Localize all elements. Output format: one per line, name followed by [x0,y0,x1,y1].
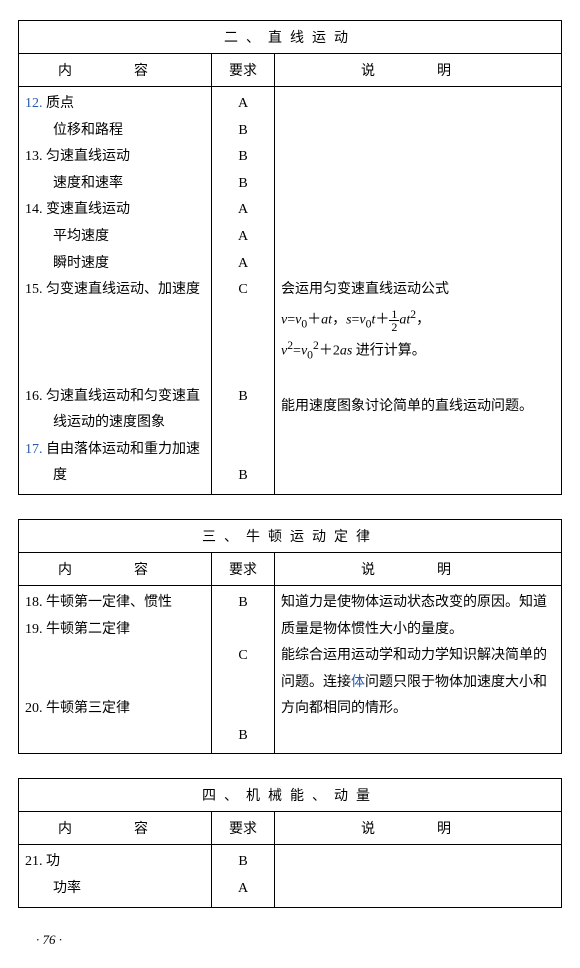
col-header-content: 内 容 [19,812,212,845]
col-header-desc: 说 明 [275,552,562,585]
col-header-desc: 说 明 [275,54,562,87]
content-cell: 21. 功功率 [19,845,212,907]
syllabus-table: 二、直线运动内 容要求说 明 12. 质点位移和路程13. 匀速直线运动速度和速率… [18,20,562,495]
col-header-content: 内 容 [19,552,212,585]
col-header-desc: 说 明 [275,812,562,845]
req-cell: BCB [212,585,275,754]
req-cell: BA [212,845,275,907]
col-header-req: 要求 [212,812,275,845]
desc-cell: 知道力是使物体运动状态改变的原因。知道质量是物体惯性大小的量度。能综合运用运动学… [275,585,562,754]
syllabus-table: 三、牛顿运动定律内 容要求说 明 18. 牛顿第一定律、惯性19. 牛顿第二定律2… [18,519,562,755]
col-header-req: 要求 [212,552,275,585]
content-cell: 12. 质点位移和路程13. 匀速直线运动速度和速率14. 变速直线运动平均速度… [19,87,212,495]
col-header-req: 要求 [212,54,275,87]
desc-cell [275,845,562,907]
content-cell: 18. 牛顿第一定律、惯性19. 牛顿第二定律20. 牛顿第三定律 [19,585,212,754]
desc-cell: 会运用匀变速直线运动公式v=v0＋at，s=v0t＋12at2，v2=v02＋2… [275,87,562,495]
tables-container: 二、直线运动内 容要求说 明12. 质点位移和路程13. 匀速直线运动速度和速率… [18,20,562,908]
syllabus-table: 四、机械能、动量内 容要求说 明 21. 功功率BA [18,778,562,907]
table-title: 三、牛顿运动定律 [19,519,562,552]
req-cell: ABBBAAACBB [212,87,275,495]
table-title: 四、机械能、动量 [19,779,562,812]
page-number: · 76 · [18,932,562,948]
table-title: 二、直线运动 [19,21,562,54]
col-header-content: 内 容 [19,54,212,87]
